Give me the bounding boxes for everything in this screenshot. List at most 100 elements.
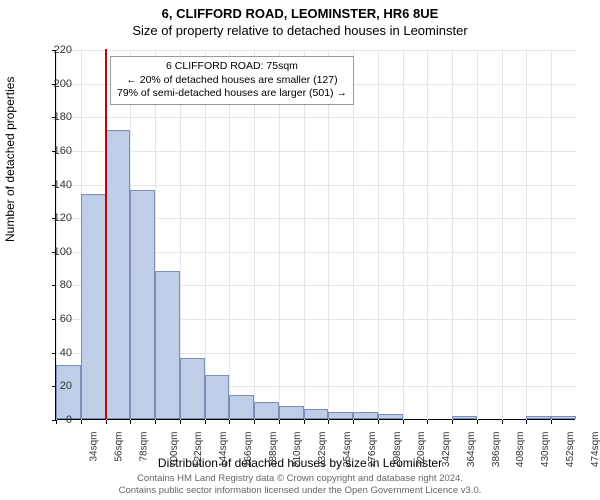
gridline-v <box>254 50 255 420</box>
xtick-label: 56sqm <box>114 432 125 462</box>
xtick-mark <box>180 420 181 424</box>
ytick-label: 120 <box>54 212 72 224</box>
gridline-h <box>56 185 576 186</box>
histogram-bar <box>353 412 378 419</box>
ytick-label: 20 <box>60 380 72 392</box>
title-sub: Size of property relative to detached ho… <box>0 21 600 38</box>
title-main: 6, CLIFFORD ROAD, LEOMINSTER, HR6 8UE <box>0 0 600 21</box>
gridline-v <box>477 50 478 420</box>
gridline-h <box>56 151 576 152</box>
ytick-label: 60 <box>60 313 72 325</box>
histogram-bar <box>155 271 180 419</box>
annotation-box: 6 CLIFFORD ROAD: 75sqm ← 20% of detached… <box>110 56 354 105</box>
xtick-label: 386sqm <box>491 432 502 468</box>
gridline-v <box>304 50 305 420</box>
xtick-mark <box>130 420 131 424</box>
xtick-mark <box>526 420 527 424</box>
xtick-label: 34sqm <box>89 432 100 462</box>
footer-line2: Contains public sector information licen… <box>0 485 600 496</box>
xtick-mark <box>551 420 552 424</box>
histogram-bar <box>526 416 551 419</box>
ytick-label: 40 <box>60 347 72 359</box>
histogram-bar <box>180 358 205 419</box>
xtick-label: 298sqm <box>392 432 403 468</box>
ytick-label: 80 <box>60 279 72 291</box>
xtick-label: 474sqm <box>590 432 600 468</box>
annotation-line1: 6 CLIFFORD ROAD: 75sqm <box>117 60 347 74</box>
xtick-label: 78sqm <box>138 432 149 462</box>
xtick-label: 364sqm <box>466 432 477 468</box>
xtick-mark <box>205 420 206 424</box>
xtick-mark <box>502 420 503 424</box>
gridline-v <box>526 50 527 420</box>
gridline-v <box>229 50 230 420</box>
xtick-mark <box>81 420 82 424</box>
xtick-label: 254sqm <box>342 432 353 468</box>
gridline-v <box>378 50 379 420</box>
xtick-mark <box>477 420 478 424</box>
ytick-label: 100 <box>54 246 72 258</box>
plot <box>55 50 575 420</box>
gridline-v <box>551 50 552 420</box>
xtick-label: 122sqm <box>194 432 205 468</box>
ytick-label: 220 <box>54 44 72 56</box>
gridline-v <box>279 50 280 420</box>
xtick-label: 188sqm <box>268 432 279 468</box>
histogram-bar <box>130 190 155 419</box>
gridline-h <box>56 50 576 51</box>
property-marker-line <box>105 49 107 419</box>
histogram-bar <box>106 130 131 419</box>
xtick-mark <box>106 420 107 424</box>
ytick-label: 200 <box>54 78 72 90</box>
xtick-label: 320sqm <box>416 432 427 468</box>
histogram-bar <box>551 416 576 419</box>
gridline-v <box>353 50 354 420</box>
ytick-label: 160 <box>54 145 72 157</box>
xtick-mark <box>353 420 354 424</box>
xtick-mark <box>56 420 57 424</box>
xtick-mark <box>304 420 305 424</box>
xtick-label: 166sqm <box>243 432 254 468</box>
xtick-mark <box>229 420 230 424</box>
gridline-v <box>427 50 428 420</box>
xtick-label: 144sqm <box>218 432 229 468</box>
gridline-h <box>56 117 576 118</box>
footer: Contains HM Land Registry data © Crown c… <box>0 473 600 496</box>
histogram-bar <box>378 414 403 419</box>
xtick-label: 100sqm <box>169 432 180 468</box>
xtick-mark <box>378 420 379 424</box>
xtick-label: 210sqm <box>293 432 304 468</box>
ytick-label: 180 <box>54 111 72 123</box>
histogram-bar <box>254 402 279 419</box>
gridline-v <box>502 50 503 420</box>
xtick-mark <box>403 420 404 424</box>
xtick-label: 452sqm <box>565 432 576 468</box>
chart-area: 6 CLIFFORD ROAD: 75sqm ← 20% of detached… <box>55 50 575 420</box>
histogram-bar <box>81 194 106 419</box>
histogram-bar <box>205 375 230 419</box>
gridline-v <box>403 50 404 420</box>
histogram-bar <box>229 395 254 419</box>
footer-line1: Contains HM Land Registry data © Crown c… <box>0 473 600 484</box>
ytick-label: 140 <box>54 179 72 191</box>
ytick-label: 0 <box>66 414 72 426</box>
xtick-mark <box>452 420 453 424</box>
xtick-mark <box>155 420 156 424</box>
xtick-label: 232sqm <box>317 432 328 468</box>
xtick-mark <box>427 420 428 424</box>
histogram-bar <box>328 412 353 419</box>
xtick-label: 430sqm <box>540 432 551 468</box>
xtick-label: 276sqm <box>367 432 378 468</box>
annotation-line3: 79% of semi-detached houses are larger (… <box>117 87 347 101</box>
gridline-v <box>328 50 329 420</box>
xtick-label: 408sqm <box>515 432 526 468</box>
xtick-label: 342sqm <box>441 432 452 468</box>
histogram-bar <box>452 416 477 419</box>
gridline-v <box>452 50 453 420</box>
y-axis-label: Number of detached properties <box>3 77 17 242</box>
annotation-line2: ← 20% of detached houses are smaller (12… <box>117 74 347 88</box>
gridline-v <box>205 50 206 420</box>
histogram-bar <box>279 406 304 419</box>
histogram-bar <box>304 409 329 419</box>
xtick-mark <box>254 420 255 424</box>
